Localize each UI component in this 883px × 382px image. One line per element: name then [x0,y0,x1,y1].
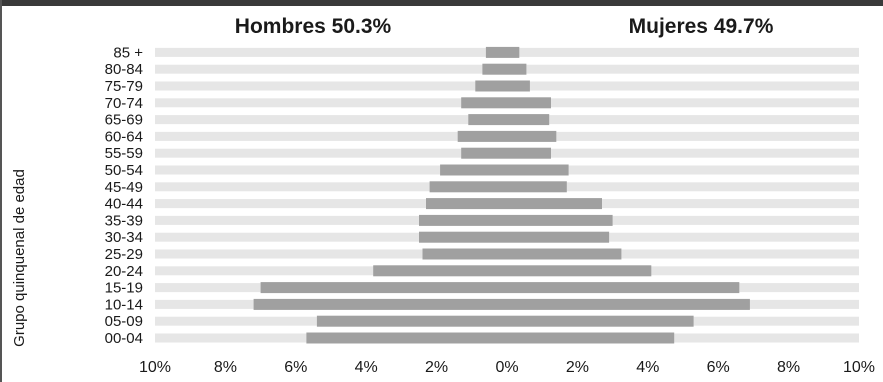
bar-hombres [461,97,507,108]
bar-hombres [475,81,507,92]
bar-mujeres [507,299,750,310]
age-group-label: 60-64 [105,128,143,145]
bar-hombres [482,64,507,75]
series-header-mujeres: Mujeres 49.7% [629,15,774,38]
bar-mujeres [507,316,694,327]
age-group-label: 75-79 [105,78,143,95]
bar-mujeres [507,97,551,108]
age-group-label: 30-34 [105,229,143,246]
age-group-label: 00-04 [105,330,143,347]
x-tick-label: 8% [777,359,800,376]
bar-hombres [440,165,507,176]
bar-hombres [261,282,507,293]
bar-hombres [306,333,507,344]
bar-hombres [254,299,507,310]
bar-mujeres [507,64,526,75]
bar-mujeres [507,114,549,125]
bar-mujeres [507,47,519,58]
bar-hombres [419,215,507,226]
bar-hombres [461,148,507,159]
age-group-label: 40-44 [105,196,143,213]
age-group-label: 55-59 [105,145,143,162]
bar-mujeres [507,265,651,276]
bar-hombres [373,265,507,276]
bar-mujeres [507,148,551,159]
age-group-label: 35-39 [105,212,143,229]
bar-mujeres [507,333,674,344]
x-tick-label: 4% [355,359,378,376]
bar-mujeres [507,215,613,226]
x-tick-label: 10% [139,359,171,376]
y-axis-label: Grupo quinquenal de edad [11,169,28,347]
bar-hombres [458,131,507,142]
x-tick-label: 8% [214,359,237,376]
x-tick-label: 2% [566,359,589,376]
age-group-label: 50-54 [105,162,143,179]
series-header-hombres: Hombres 50.3% [235,15,392,38]
age-group-label: 15-19 [105,280,143,297]
age-group-label: 25-29 [105,246,143,263]
bar-hombres [430,181,507,192]
bar-hombres [426,198,507,209]
age-group-label: 80-84 [105,61,143,78]
x-tick-label: 2% [425,359,448,376]
bar-hombres [468,114,507,125]
bar-mujeres [507,81,530,92]
age-group-label: 70-74 [105,95,143,112]
bar-mujeres [507,198,602,209]
bar-mujeres [507,131,556,142]
bar-mujeres [507,165,569,176]
age-group-label: 05-09 [105,313,143,330]
bar-mujeres [507,282,739,293]
age-group-label: 20-24 [105,263,143,280]
x-tick-label: 4% [636,359,659,376]
x-tick-label: 0% [495,359,518,376]
bar-mujeres [507,181,567,192]
x-tick-label: 6% [707,359,730,376]
bar-hombres [419,232,507,243]
x-tick-label: 6% [284,359,307,376]
bar-hombres [423,249,508,260]
age-group-label: 65-69 [105,112,143,129]
x-tick-label: 10% [843,359,875,376]
bar-mujeres [507,232,609,243]
age-group-label: 85 + [113,44,143,61]
age-group-label: 10-14 [105,296,143,313]
bar-hombres [317,316,507,327]
bar-hombres [486,47,507,58]
age-group-label: 45-49 [105,179,143,196]
bar-mujeres [507,249,621,260]
